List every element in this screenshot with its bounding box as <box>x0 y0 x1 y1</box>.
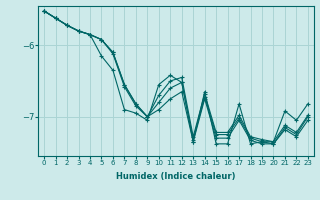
X-axis label: Humidex (Indice chaleur): Humidex (Indice chaleur) <box>116 172 236 181</box>
